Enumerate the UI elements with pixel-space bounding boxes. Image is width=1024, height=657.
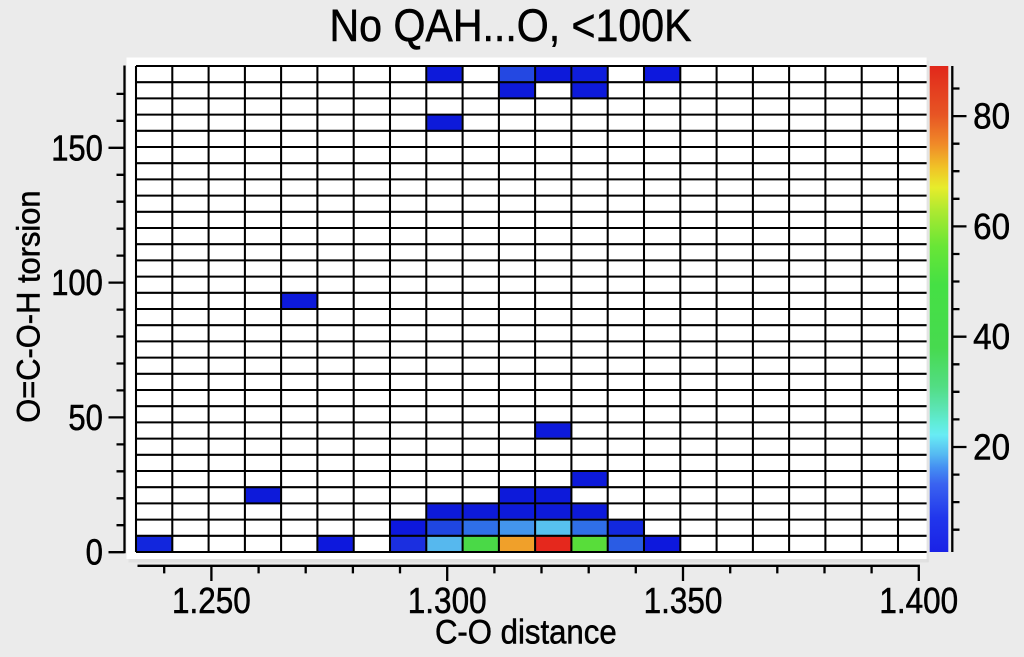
svg-text:50: 50 — [68, 397, 103, 438]
svg-text:80: 80 — [973, 96, 1010, 137]
svg-text:No QAH...O, <100K: No QAH...O, <100K — [330, 0, 692, 51]
svg-text:100: 100 — [51, 262, 103, 303]
svg-text:1.300: 1.300 — [408, 580, 487, 621]
svg-text:C-O distance: C-O distance — [435, 614, 617, 652]
svg-text:20: 20 — [973, 427, 1010, 468]
svg-text:40: 40 — [973, 316, 1010, 357]
svg-text:60: 60 — [973, 206, 1010, 247]
svg-text:1.350: 1.350 — [644, 580, 723, 621]
svg-text:O=C-O-H torsion: O=C-O-H torsion — [10, 190, 47, 422]
svg-text:150: 150 — [51, 127, 103, 168]
svg-text:1.250: 1.250 — [172, 580, 251, 621]
svg-text:1.400: 1.400 — [879, 580, 958, 621]
svg-text:0: 0 — [86, 532, 103, 573]
